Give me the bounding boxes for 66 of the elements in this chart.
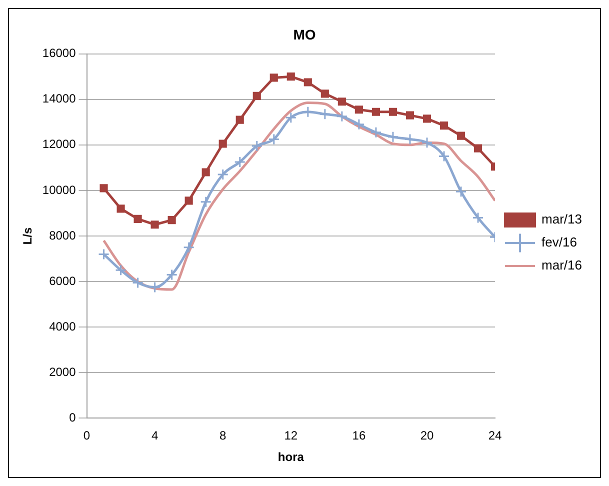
- point: [100, 184, 108, 192]
- point: [440, 122, 448, 130]
- point: [421, 136, 433, 148]
- y-tick-label: 10000: [42, 182, 76, 197]
- x-tick-label: 4: [151, 428, 158, 443]
- point: [134, 214, 142, 223]
- point: [404, 133, 416, 145]
- point: [388, 108, 398, 116]
- legend-label: mar/16: [542, 258, 582, 273]
- point: [319, 108, 331, 120]
- point: [474, 144, 482, 152]
- point: [218, 140, 227, 148]
- x-tick-label: 16: [352, 428, 366, 443]
- point: [252, 92, 261, 100]
- point: [304, 78, 312, 86]
- y-tick-label: 6000: [49, 274, 76, 288]
- x-tick-label: 0: [83, 428, 90, 443]
- point: [456, 132, 466, 140]
- point: [387, 131, 399, 143]
- point: [234, 156, 246, 168]
- y-tick-label: 16000: [42, 46, 76, 60]
- y-tick-label: 14000: [42, 92, 76, 106]
- point: [116, 204, 125, 213]
- y-tick-label: 4000: [49, 319, 76, 334]
- point: [422, 114, 432, 123]
- point: [132, 276, 144, 288]
- point: [168, 216, 176, 224]
- point: [455, 186, 467, 198]
- point: [183, 242, 195, 254]
- y-tick-label: 12000: [42, 137, 76, 152]
- y-tick-label: 8000: [49, 228, 76, 242]
- point: [98, 248, 110, 260]
- point: [336, 110, 348, 122]
- x-tick-label: 8: [220, 428, 227, 443]
- x-tick-label: 20: [420, 428, 434, 443]
- x-tick-label: 12: [284, 428, 298, 443]
- point: [166, 268, 178, 280]
- point: [184, 196, 193, 205]
- point: [353, 118, 365, 130]
- point: [320, 90, 329, 98]
- y-tick-label: 2000: [49, 364, 76, 379]
- point: [354, 106, 363, 114]
- point: [438, 150, 450, 162]
- y-axis-title: L/s: [20, 227, 35, 245]
- legend-label: fev/16: [542, 234, 577, 250]
- point: [285, 112, 297, 124]
- point: [251, 140, 263, 152]
- chart-title: MO: [293, 26, 316, 42]
- point: [286, 72, 295, 81]
- point: [372, 108, 380, 116]
- x-axis-title: hora: [278, 450, 304, 464]
- point: [472, 212, 484, 224]
- point: [268, 133, 280, 145]
- point: [338, 98, 346, 106]
- point: [150, 220, 159, 229]
- point: [270, 74, 278, 82]
- point: [200, 196, 212, 208]
- point: [370, 126, 382, 138]
- point: [236, 116, 244, 124]
- y-tick-label: 0: [69, 410, 76, 425]
- legend-label: mar/13: [542, 212, 582, 227]
- x-tick-label: 24: [488, 428, 502, 443]
- point: [202, 168, 210, 176]
- point: [406, 111, 414, 120]
- point: [217, 168, 229, 180]
- point: [115, 264, 127, 276]
